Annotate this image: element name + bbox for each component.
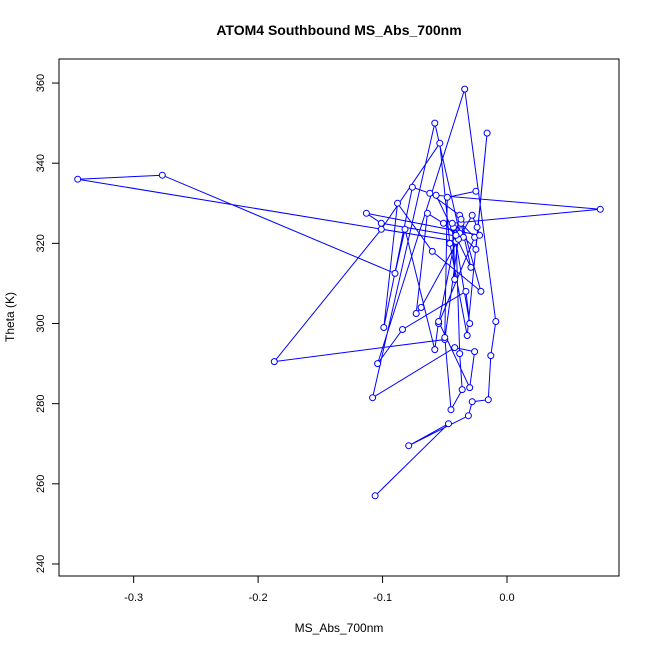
data-point [377, 219, 385, 227]
y-tick-label: 300 [35, 314, 47, 332]
data-point [428, 247, 436, 255]
data-point [431, 119, 439, 127]
data-point [473, 223, 481, 231]
data-point [487, 352, 495, 360]
data-point [472, 187, 480, 195]
data-point [423, 209, 431, 217]
y-tick-label: 340 [35, 154, 47, 172]
x-tick-label: -0.2 [249, 592, 268, 604]
data-point [472, 245, 480, 253]
data-point [471, 348, 479, 356]
data-point [441, 334, 449, 341]
data-point [492, 318, 500, 325]
y-tick-label: 280 [35, 394, 47, 412]
data-point [458, 386, 466, 394]
data-point [483, 129, 491, 137]
data-point [477, 287, 485, 295]
data-point [466, 320, 474, 327]
data-point [426, 189, 434, 197]
data-point [468, 211, 476, 219]
data-point [377, 225, 385, 233]
data-point [447, 406, 455, 414]
x-tick-label: -0.3 [124, 592, 143, 604]
data-point [435, 318, 443, 325]
data-point [484, 396, 492, 404]
data-point [476, 231, 484, 239]
data-point [464, 412, 472, 420]
data-point [596, 205, 604, 213]
y-tick-label: 360 [35, 74, 47, 92]
data-point [436, 139, 444, 147]
y-axis-label: Theta (K) [3, 292, 17, 342]
data-point [440, 219, 447, 227]
data-point [463, 332, 471, 339]
data-point [374, 360, 382, 368]
data-point [445, 420, 452, 428]
data-point [451, 275, 459, 283]
data-point [443, 193, 451, 201]
data-point [369, 394, 377, 402]
data-point [412, 310, 420, 317]
x-tick-label: -0.1 [373, 592, 392, 604]
data-point [158, 171, 166, 179]
data-point [431, 346, 439, 354]
data-point [461, 85, 469, 93]
data-point [467, 263, 475, 271]
data-point [380, 324, 388, 331]
data-point [446, 239, 454, 247]
x-axis: -0.3 -0.2 -0.1 0.0 [124, 575, 515, 604]
data-point [451, 344, 459, 352]
data-point [468, 398, 476, 406]
y-tick-label: 240 [35, 555, 47, 573]
data-point [456, 350, 464, 358]
data-point [391, 269, 399, 277]
data-point [448, 219, 456, 227]
data-point [270, 358, 278, 366]
x-tick-label: 0.0 [499, 592, 514, 604]
data-point [408, 183, 416, 191]
data-point [466, 384, 474, 392]
data-point [74, 175, 82, 183]
y-axis: 240 260 280 300 320 340 360 [35, 74, 60, 573]
data-point [457, 215, 465, 223]
data-point [417, 304, 425, 311]
series-layer [74, 85, 604, 500]
data-point [432, 191, 440, 199]
y-tick-label: 260 [35, 475, 47, 493]
data-point [371, 492, 379, 500]
data-point [362, 209, 370, 217]
data-point [394, 199, 401, 207]
data-point [405, 442, 413, 450]
x-axis-label: MS_Abs_700nm [295, 621, 384, 635]
chart-title: ATOM4 Southbound MS_Abs_700nm [216, 22, 461, 38]
data-point [462, 287, 470, 295]
data-point [399, 326, 406, 333]
data-point [401, 225, 409, 233]
data-point [452, 231, 460, 239]
y-tick-label: 320 [35, 234, 47, 252]
